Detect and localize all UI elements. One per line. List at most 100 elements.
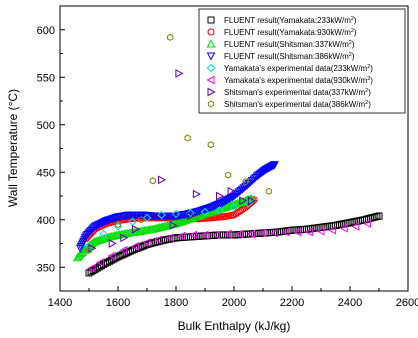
legend-marker [206,75,215,85]
data-point [249,175,259,184]
data-point [223,202,232,211]
data-point [130,242,139,251]
data-point [186,208,195,218]
data-point [174,217,184,226]
y-tick-label: 450 [37,167,55,179]
data-point [246,178,255,187]
x-tick-label: 1800 [164,297,188,309]
data-point [239,196,248,206]
data-point [242,178,249,186]
legend-marker [207,16,215,24]
data-point [95,235,105,244]
data-point [85,246,93,254]
x-tick-label: 1600 [106,297,130,309]
data-point [328,225,337,235]
data-point [181,215,191,224]
data-point [373,212,381,220]
data-point [171,218,181,228]
data-point [339,223,348,233]
data-point [100,233,110,242]
data-point [95,220,105,229]
data-point [239,184,249,193]
data-point [179,216,189,225]
data-point [221,197,231,206]
x-tick-label: 2200 [280,297,304,309]
data-point [221,202,231,211]
data-point [98,218,108,227]
data-point [114,220,122,229]
data-point [236,187,245,196]
data-point [88,243,97,253]
legend-label: FLUENT result(Shitsman:337kW/m2) [224,40,355,49]
data-point [142,213,152,223]
axis-ticks: 1400 1600 1800 2000 2200 2400 2600 350 400 450 500… [37,25,418,309]
data-point [188,230,197,240]
data-point [167,33,174,41]
data-point [120,233,129,243]
data-point [177,231,186,241]
legend-label: FLUENT result(Yamakata:930kW/m2) [224,28,357,37]
data-point [232,198,242,207]
x-tick-label: 2000 [222,297,246,309]
legend-label: Shitsman's experimental data(386kW/m2) [224,100,371,109]
data-point [362,219,371,228]
data-point [228,200,237,209]
legend-label: Yamakata's experimental data(930kW/m2) [224,76,373,85]
series-4 [75,161,279,253]
legend-marker [206,39,216,48]
data-point [241,183,250,192]
data-point [171,209,181,219]
data-point [247,194,256,203]
data-point [92,222,101,231]
legend-label: FLUENT result(Yamakata:233kW/m2) [224,16,357,25]
data-point [158,175,167,185]
data-point [200,230,209,240]
data-point [351,222,360,231]
data-point [187,211,196,221]
data-point [149,177,156,185]
data-point [258,228,267,238]
data-point [219,203,229,212]
legend: FLUENT result(Yamakata:233kW/m2) FLUENT r… [198,8,406,114]
legend-label: Yamakata's experimental data(233kW/m2) [224,64,373,73]
y-tick-label: 600 [37,25,55,37]
data-point [142,238,151,247]
legend-label: Shitsman's experimental data(337kW/m2) [224,88,371,97]
data-point [228,193,237,202]
data-point [175,69,184,78]
legend-marker [206,52,216,61]
data-point [265,187,272,195]
data-point [183,215,192,224]
data-point [90,237,100,246]
data-point [229,203,239,212]
data-point [98,234,108,243]
data-point [237,185,247,194]
series-layer [73,33,383,277]
data-point [371,213,379,221]
data-point [178,216,187,225]
x-tick-label: 2400 [338,297,362,309]
legend-marker [207,87,216,97]
data-point [247,177,257,186]
data-point [192,189,201,199]
data-point [234,198,244,207]
legend-marker [207,28,215,36]
data-point [281,227,290,237]
data-point [223,196,232,205]
x-tick-label: 2600 [396,297,418,309]
data-point [226,194,236,203]
series-8 [85,33,272,254]
y-tick-label: 550 [37,72,55,84]
data-point [87,263,96,273]
data-point [229,192,239,201]
data-point [93,264,101,272]
data-point [251,174,260,183]
data-point [246,229,255,239]
data-point [107,251,116,261]
data-point [176,217,186,226]
data-point [93,221,103,230]
data-point [247,196,256,206]
data-point [232,189,242,198]
data-point [97,234,106,243]
